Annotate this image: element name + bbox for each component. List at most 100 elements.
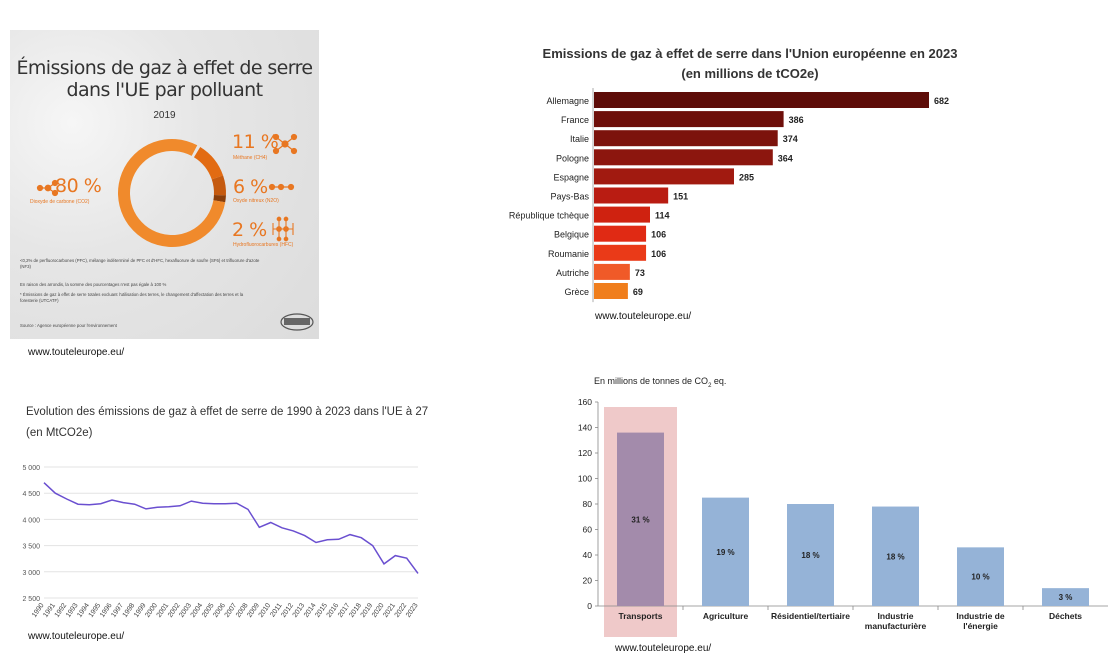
unit-subscript: 2: [708, 382, 712, 389]
sectors-source-caption: www.touteleurope.eu/: [615, 643, 712, 654]
country-bar: [594, 206, 650, 223]
y-tick-label: 140: [578, 423, 592, 433]
infographic-background: [10, 30, 319, 339]
country-label: Espagne: [553, 172, 589, 182]
evolution-chart-title: Evolution des émissions de gaz à effet d…: [26, 402, 446, 444]
y-tick-label: 20: [583, 576, 593, 586]
country-value-label: 151: [673, 192, 688, 202]
sector-bar: [872, 506, 919, 606]
country-label: Italie: [570, 134, 589, 144]
country-label: France: [561, 115, 589, 125]
country-value-label: 106: [651, 230, 666, 240]
y-tick-label: 0: [587, 601, 592, 611]
country-label: Pologne: [556, 153, 589, 163]
countries-bar-chart: Allemagne 682 France 386 Italie 374 Pologne 364…: [509, 88, 949, 303]
ch4-molecule-icon: [272, 133, 298, 155]
sector-category-label: Résidentiel/tertiaire: [771, 611, 850, 621]
hfc-molecule-icon: [272, 216, 294, 242]
country-value-label: 106: [651, 249, 666, 259]
country-bar: [594, 263, 630, 280]
country-bar: [594, 92, 929, 108]
infographic-year: 2019: [153, 110, 176, 121]
co2-percentage: 80 %: [55, 175, 102, 197]
x-tick-label: 2023: [405, 602, 420, 619]
footnote-source: Source : Agence européenne pour l'enviro…: [20, 323, 117, 328]
donut-slice-ch4: [193, 146, 224, 180]
country-value-label: 682: [934, 96, 949, 106]
country-label: Allemagne: [546, 96, 589, 106]
footnote-rounding: En raison des arrondis, la somme des pou…: [20, 282, 167, 287]
y-tick-label: 120: [578, 448, 592, 458]
y-tick-label: 40: [583, 550, 593, 560]
evolution-chart-title-line1: Evolution des émissions de gaz à effet d…: [26, 406, 429, 418]
sector-bar: [702, 497, 749, 606]
n2o-label: Oxyde nitreux (N2O): [233, 198, 279, 204]
sector-bar: [617, 432, 664, 606]
infographic-title: Émissions de gaz à effet de serre dans l…: [10, 57, 319, 101]
infographic-title-line1: Émissions de gaz à effet de serre: [16, 57, 313, 79]
co2-label: Dioxyde de carbone (CO2): [30, 199, 90, 205]
sector-category-label: l'énergie: [963, 621, 998, 631]
sector-data-label: 31 %: [631, 515, 649, 524]
y-tick-label: 4 500: [22, 491, 40, 498]
evolution-source-caption: www.touteleurope.eu/: [28, 631, 125, 642]
country-bar: [594, 187, 669, 204]
countries-chart-title-line2: (en millions de tCO2e): [681, 66, 819, 81]
y-tick-label: 160: [578, 397, 592, 407]
y-tick-label: 80: [583, 499, 593, 509]
evolution-chart-title-line2: (en MtCO2e): [26, 427, 93, 439]
sector-category-label: Déchets: [1049, 611, 1082, 621]
countries-source-caption: www.touteleurope.eu/: [595, 311, 692, 322]
footnote-pfc: <0,2% de perfluorocarbones (PFC), mélang…: [20, 258, 260, 269]
country-bar: [594, 244, 647, 261]
european-parliament-logo-icon: [280, 313, 314, 331]
country-label: République tchèque: [509, 211, 589, 221]
y-tick-label: 4 000: [22, 517, 40, 524]
hfc-label: Hydrofluorocarbures (HFC): [233, 242, 294, 248]
y-tick-label: 3 500: [22, 544, 40, 551]
unit-prefix: En millions de tonnes de CO: [594, 376, 709, 386]
n2o-molecule-icon: [268, 183, 295, 191]
hfc-percentage: 2 %: [232, 219, 267, 241]
sector-bar: [787, 504, 834, 606]
y-tick-label: 5 000: [22, 465, 40, 472]
sector-category-label: Transports: [619, 611, 663, 621]
sector-data-label: 18 %: [801, 551, 819, 560]
country-bar: [594, 130, 778, 147]
x-tick-label: 2010: [258, 602, 273, 619]
sector-data-label: 10 %: [971, 573, 989, 582]
country-value-label: 69: [633, 287, 643, 297]
footnote-utcatf: * Émissions de gaz à effet de serre tota…: [20, 292, 244, 303]
countries-chart-title: Emissions de gaz à effet de serre dans l…: [520, 44, 980, 84]
sector-bar: [957, 547, 1004, 606]
pollutant-donut-chart: [36, 133, 314, 331]
infographic-title-line2: dans l'UE par polluant: [66, 79, 264, 101]
countries-chart-title-line1: Emissions de gaz à effet de serre dans l…: [542, 46, 958, 61]
ch4-label: Méthane (CH4): [233, 155, 268, 161]
country-bar: [594, 111, 784, 128]
country-value-label: 386: [789, 115, 804, 125]
ch4-percentage: 11 %: [232, 131, 279, 153]
country-bar: [594, 149, 773, 166]
y-tick-label: 100: [578, 474, 592, 484]
country-label: Grèce: [564, 287, 589, 297]
emissions-series-line: [43, 482, 419, 574]
country-value-label: 374: [783, 134, 798, 144]
country-label: Pays-Bas: [550, 192, 589, 202]
sector-bar: [1042, 588, 1089, 606]
sector-category-label: Industrie: [878, 611, 914, 621]
country-bar: [594, 168, 734, 185]
country-label: Belgique: [554, 230, 589, 240]
y-tick-label: 3 000: [22, 570, 40, 577]
country-value-label: 285: [739, 172, 754, 182]
country-value-label: 114: [655, 211, 670, 221]
country-label: Roumanie: [548, 249, 589, 259]
donut-slice-n2o: [211, 175, 226, 196]
sectors-unit-label: En millions de tonnes de CO2 eq.: [594, 376, 726, 389]
y-tick-label: 2 500: [22, 596, 40, 603]
sector-category-label: manufacturière: [865, 621, 927, 631]
donut-slices: [117, 139, 226, 248]
sector-category-label: Agriculture: [703, 611, 749, 621]
donut-slice-hfc: [213, 194, 226, 203]
